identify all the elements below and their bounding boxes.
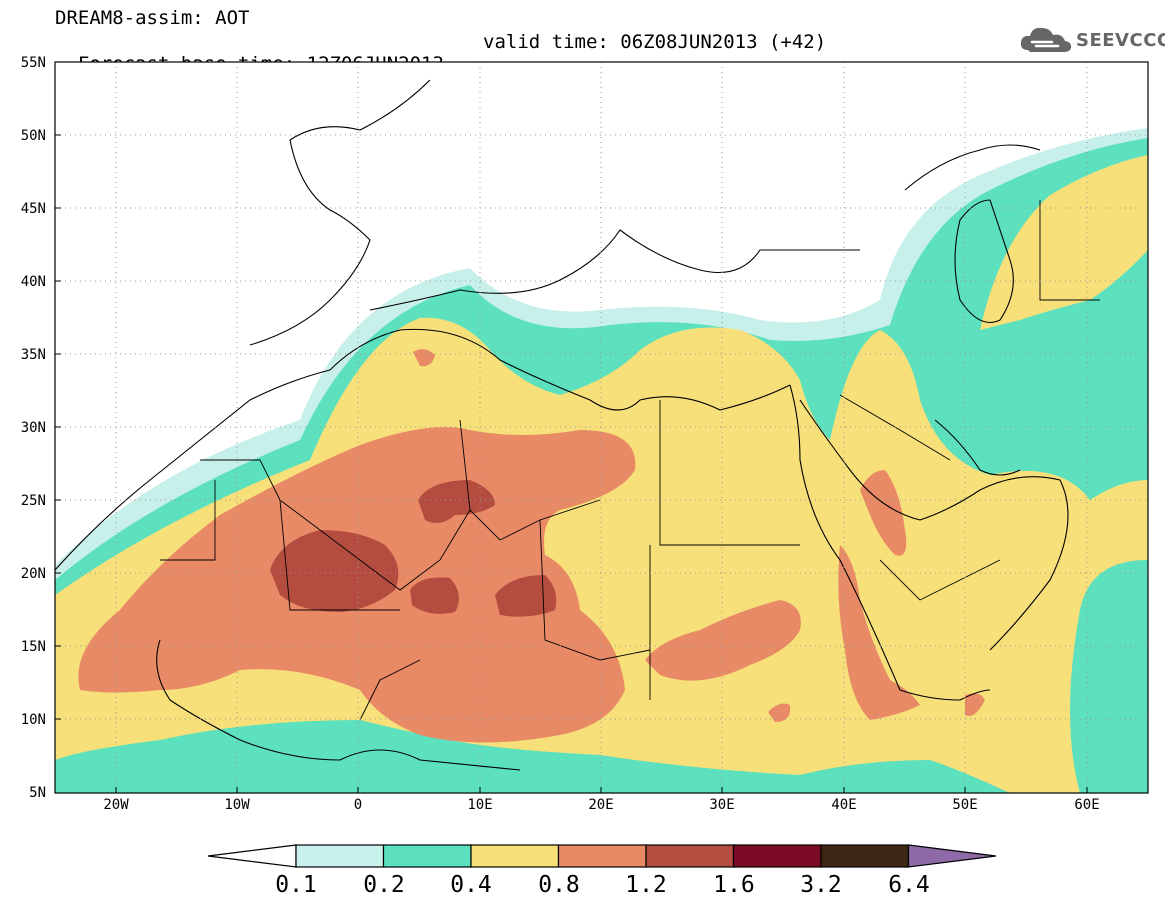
lat-label: 5N	[29, 785, 46, 801]
colorbar-label: 0.2	[363, 872, 405, 898]
colorbar-label: 0.4	[450, 872, 492, 898]
lat-label: 50N	[20, 128, 46, 144]
contour-1-2-chad	[495, 575, 557, 617]
country-borders	[160, 200, 1100, 721]
contour-0-4-caspian	[980, 155, 1148, 330]
contour-0-8-horn	[965, 693, 985, 716]
contour-0-8-ethiopia	[768, 703, 791, 722]
lon-label: 0	[353, 797, 363, 813]
contour-1-2-mali	[270, 530, 399, 612]
lon-label: 60E	[1074, 797, 1100, 813]
colorbar-label: 0.1	[275, 872, 317, 898]
lat-label: 15N	[20, 639, 46, 655]
contour-0-8-redsea	[838, 545, 920, 720]
colorbar-label: 1.2	[625, 872, 667, 898]
contour-0-8-sudan	[645, 600, 801, 681]
chart-title: DREAM8-assim: AOT	[55, 7, 250, 29]
seevccc-logo: SEEVCCC	[1018, 22, 1165, 56]
lat-label: 40N	[20, 274, 46, 290]
lat-label: 25N	[20, 493, 46, 509]
contour-1-2-algeria	[418, 480, 495, 524]
colorbar-label: 6.4	[888, 872, 930, 898]
contour-0-8-arabia	[860, 470, 907, 556]
lon-label: 50E	[952, 797, 978, 813]
lat-label: 45N	[20, 201, 46, 217]
lat-label: 10N	[20, 712, 46, 728]
gridlines	[55, 62, 1148, 793]
lon-label: 20W	[103, 797, 129, 813]
axis-ticks	[55, 134, 1088, 793]
lon-label: 30E	[709, 797, 735, 813]
valid-time-text: valid time: 06Z08JUN2013 (+42)	[483, 31, 827, 53]
contour-0-8-atlas	[413, 349, 435, 367]
lat-label: 20N	[20, 566, 46, 582]
contour-1-2-niger	[410, 577, 459, 614]
lat-label: 35N	[20, 347, 46, 363]
aot-contours	[55, 79, 1148, 793]
logo-text: SEEVCCC	[1076, 30, 1165, 51]
colorbar-label: 1.6	[713, 872, 755, 898]
lon-label: 20E	[588, 797, 614, 813]
cloud-logo-icon	[1020, 27, 1072, 52]
colorbar-label: 0.8	[538, 872, 580, 898]
lon-label: 10W	[224, 797, 250, 813]
lon-label: 10E	[467, 797, 493, 813]
lat-label: 55N	[20, 55, 46, 71]
lat-label: 30N	[20, 420, 46, 436]
lon-label: 40E	[831, 797, 857, 813]
colorbar-label: 3.2	[800, 872, 842, 898]
coastlines	[55, 79, 1069, 771]
